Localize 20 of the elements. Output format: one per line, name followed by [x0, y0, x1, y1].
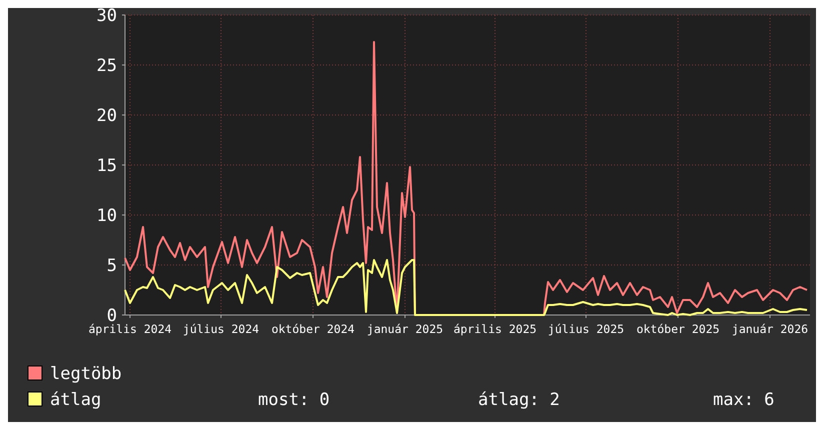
- line-series: [124, 259, 808, 316]
- text: max: 6: [713, 390, 774, 410]
- text: átlag: 2: [478, 390, 560, 410]
- x-tick-label: július 2024: [182, 322, 260, 336]
- x-tick-label: január 2026: [732, 322, 808, 336]
- legend-label: átlag: [50, 390, 102, 410]
- y-tick-label: 25: [96, 56, 117, 76]
- line-series: [124, 41, 808, 316]
- x-tick-label: április 2025: [453, 322, 537, 336]
- y-tick-label: 5: [106, 256, 117, 276]
- x-tick-label: október 2025: [636, 322, 720, 336]
- x-tick-label: július 2025: [548, 322, 624, 336]
- y-tick-label: 15: [96, 156, 117, 176]
- x-tick-label: január 2025: [366, 322, 444, 336]
- legend-label: legtöbb: [50, 364, 122, 384]
- text: most: 0: [258, 390, 330, 410]
- y-tick-label: 30: [96, 6, 117, 26]
- y-tick-label: 10: [96, 206, 117, 226]
- y-tick-label: 20: [96, 106, 117, 126]
- x-tick-label: október 2024: [271, 322, 355, 336]
